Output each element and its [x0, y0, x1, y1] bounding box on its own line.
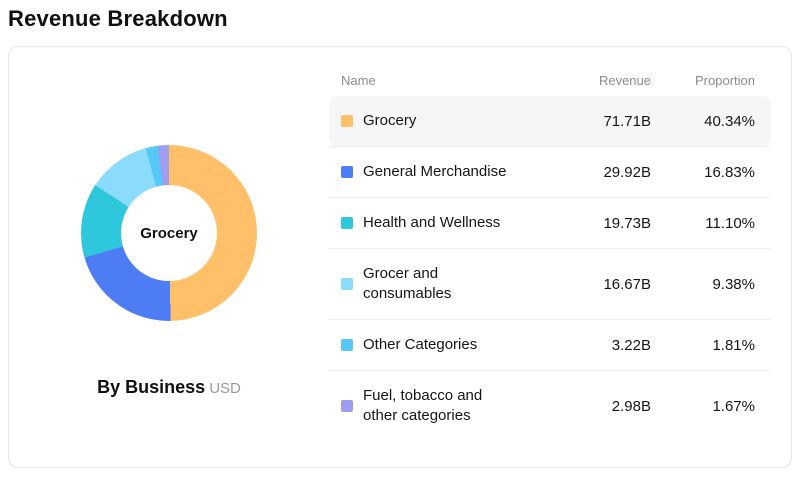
legend-swatch: [341, 217, 353, 229]
header-name: Name: [341, 73, 376, 88]
table-row[interactable]: Other Categories 3.22B 1.81%: [329, 319, 771, 370]
donut-hole: Grocery: [121, 185, 217, 281]
row-revenue: 71.71B: [603, 112, 651, 130]
revenue-table: Name Revenue Proportion Grocery 71.71B 40.…: [329, 47, 791, 467]
row-proportion: 16.83%: [704, 163, 755, 181]
header-revenue: Revenue: [598, 73, 651, 88]
page-title: Revenue Breakdown: [8, 6, 228, 31]
legend-swatch: [341, 166, 353, 178]
table-row[interactable]: Fuel, tobacco and other categories 2.98B 1…: [329, 370, 771, 441]
table-row[interactable]: General Merchandise 29.92B 16.83%: [329, 146, 771, 197]
row-proportion: 9.38%: [712, 275, 755, 293]
row-revenue: 2.98B: [611, 397, 651, 415]
revenue-card: Grocery By Business USD Name Revenue Prop…: [8, 46, 792, 468]
row-revenue: 29.92B: [603, 163, 651, 181]
chart-caption: By Business USD: [97, 377, 241, 398]
row-revenue: 3.22B: [611, 336, 651, 354]
donut-chart[interactable]: Grocery: [81, 145, 257, 321]
row-revenue: 16.67B: [603, 275, 651, 293]
donut-center-label: Grocery: [140, 224, 198, 242]
legend-swatch: [341, 339, 353, 351]
row-name: Grocer and consumables: [363, 265, 452, 302]
chart-column: Grocery By Business USD: [9, 47, 329, 467]
row-name: Health and Wellness: [363, 214, 501, 231]
row-proportion: 11.10%: [705, 214, 755, 232]
legend-swatch: [341, 278, 353, 290]
table-body: Grocery 71.71B 40.34% General Merchandise 29…: [329, 96, 771, 441]
caption-unit: USD: [209, 380, 241, 397]
table-header: Name Revenue Proportion: [329, 73, 771, 88]
row-name: Fuel, tobacco and other categories: [363, 387, 483, 424]
table-row[interactable]: Grocer and consumables 16.67B 9.38%: [329, 248, 771, 319]
table-row[interactable]: Health and Wellness 19.73B 11.10%: [329, 197, 771, 248]
table-row[interactable]: Grocery 71.71B 40.34%: [329, 96, 771, 146]
row-name: General Merchandise: [363, 163, 507, 180]
header-proportion: Proportion: [695, 73, 755, 88]
row-name: Other Categories: [363, 336, 478, 353]
legend-swatch: [341, 400, 353, 412]
row-name: Grocery: [363, 112, 417, 129]
legend-swatch: [341, 115, 353, 127]
row-revenue: 19.73B: [603, 214, 651, 232]
row-proportion: 40.34%: [704, 112, 755, 130]
row-proportion: 1.81%: [712, 336, 755, 354]
caption-label: By Business: [97, 377, 206, 397]
row-proportion: 1.67%: [712, 397, 755, 415]
